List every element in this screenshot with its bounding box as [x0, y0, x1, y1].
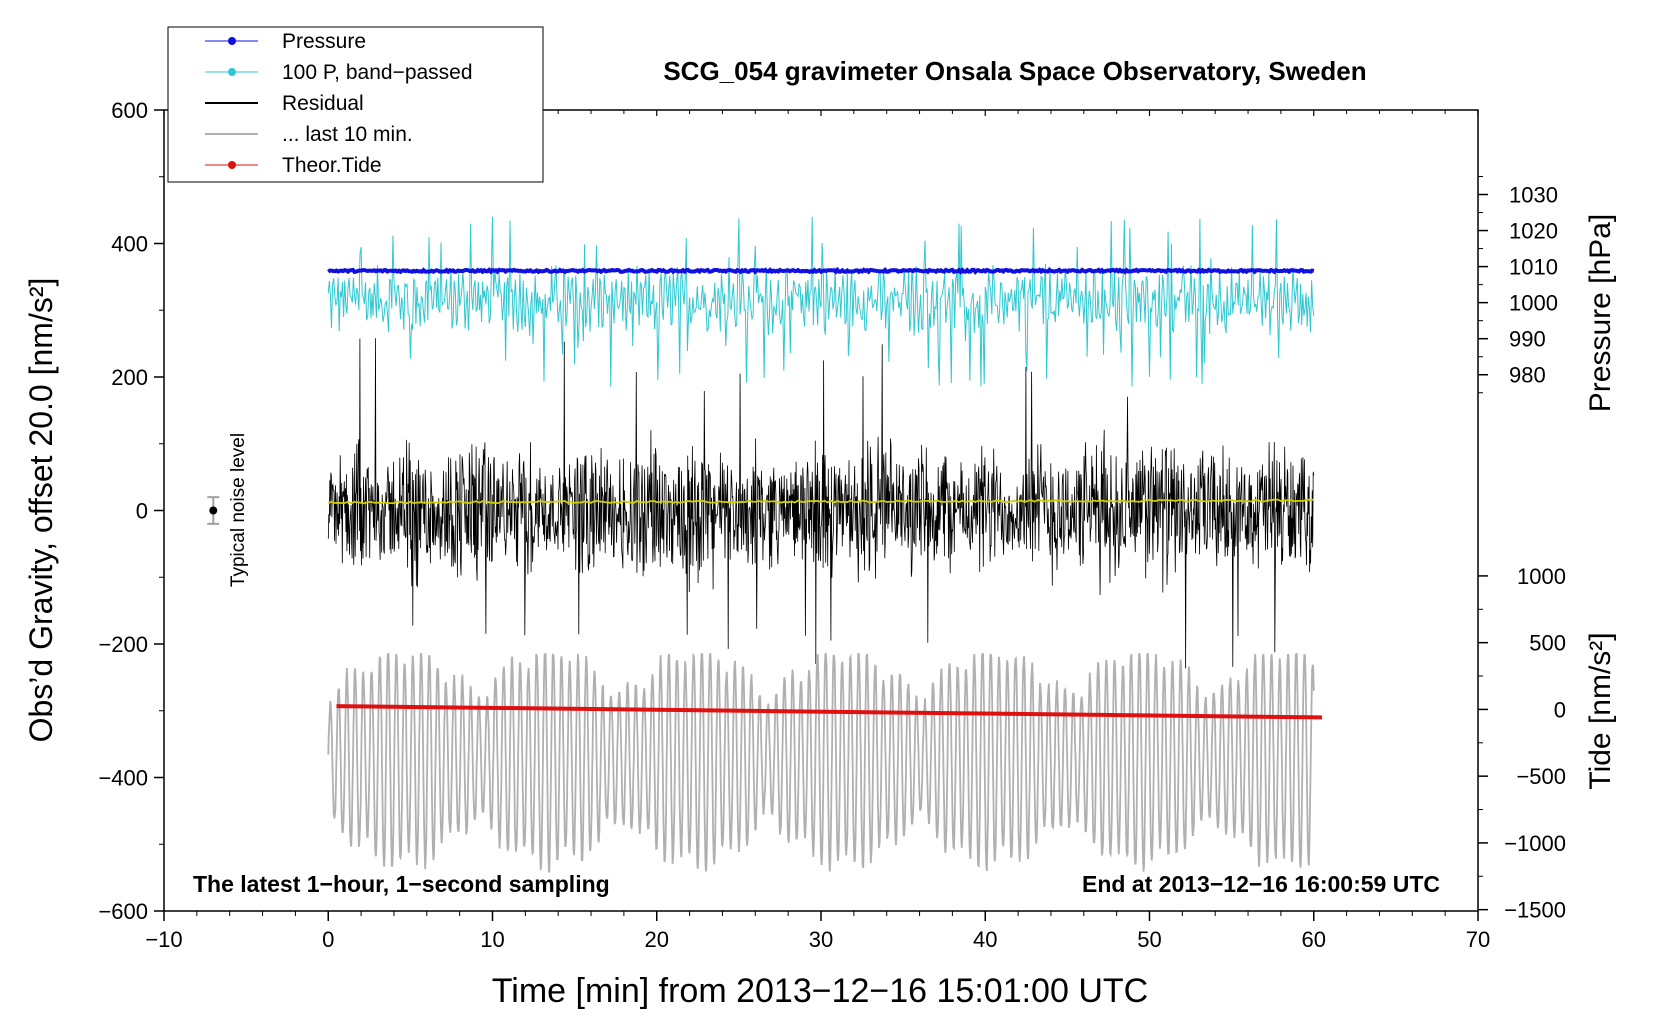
- y-axis-label-pressure: Pressure [hPa]: [1584, 214, 1617, 412]
- legend-marker: [228, 37, 236, 45]
- legend-label: 100 P, band−passed: [282, 61, 473, 84]
- legend-marker: [228, 161, 236, 169]
- chart-title: SCG_054 gravimeter Onsala Space Observat…: [663, 56, 1366, 86]
- legend-label: Theor.Tide: [282, 154, 382, 177]
- legend-entry: 100 P, band−passed: [205, 61, 473, 84]
- x-tick-label: 70: [1466, 927, 1490, 952]
- tide-tick-label: 500: [1529, 631, 1566, 656]
- noise-marker-point: [209, 506, 218, 515]
- legend-label: ... last 10 min.: [282, 123, 413, 146]
- x-tick-label: 30: [809, 927, 833, 952]
- tide-tick-label: −1000: [1504, 831, 1566, 856]
- series-residual-trend: [327, 498, 1315, 505]
- legend: Pressure 100 P, band−passed Residual ... la…: [167, 26, 544, 183]
- series-layer: [207, 216, 1322, 873]
- y-axis-label-tide: Tide [nm/s²]: [1584, 632, 1617, 789]
- series-theoretical-tide: [336, 704, 1322, 720]
- legend-entry: Residual: [205, 92, 364, 115]
- series-bandpassed-pressure: [327, 216, 1315, 387]
- annotation-bottom-left: The latest 1−hour, 1−second sampling: [193, 871, 610, 897]
- x-tick-label: 60: [1302, 927, 1326, 952]
- pressure-tick-label: 990: [1509, 327, 1546, 352]
- x-tick-label: 50: [1137, 927, 1161, 952]
- tide-tick-label: 1000: [1517, 564, 1566, 589]
- series-residual: [327, 338, 1315, 669]
- x-tick-label: 40: [973, 927, 997, 952]
- legend-box: [167, 26, 544, 183]
- noise-level-label: Typical noise level: [228, 433, 249, 587]
- pressure-tick-label: 1010: [1509, 255, 1558, 280]
- x-tick-label: −10: [145, 927, 182, 952]
- legend-label: Pressure: [282, 30, 366, 53]
- y-tick-label: −400: [98, 766, 148, 791]
- y-tick-label: 600: [111, 98, 148, 123]
- x-axis-label: Time [min] from 2013−12−16 15:01:00 UTC: [492, 972, 1148, 1010]
- pressure-tick-label: 1030: [1509, 183, 1558, 208]
- y-tick-label: 200: [111, 365, 148, 390]
- y-tick-label: −200: [98, 632, 148, 657]
- tide-tick-label: −500: [1516, 764, 1566, 789]
- y-tick-label: −600: [98, 899, 148, 924]
- y-tick-label: 400: [111, 232, 148, 257]
- x-tick-label: 0: [322, 927, 334, 952]
- legend-entry: Theor.Tide: [205, 154, 382, 177]
- legend-marker: [228, 68, 236, 76]
- pressure-tick-label: 1000: [1509, 291, 1558, 316]
- pressure-tick-label: 980: [1509, 363, 1546, 388]
- legend-entry: ... last 10 min.: [205, 123, 413, 146]
- legend-entry: Pressure: [205, 30, 366, 53]
- y-axis-label-left: Obs’d Gravity, offset 20.0 [nm/s²]: [23, 278, 59, 743]
- series-pressure: [327, 266, 1315, 275]
- y-tick-label: 0: [136, 499, 148, 524]
- legend-label: Residual: [282, 92, 364, 115]
- x-tick-label: 10: [480, 927, 504, 952]
- x-tick-label: 20: [645, 927, 669, 952]
- tide-tick-label: 0: [1554, 697, 1566, 722]
- tide-tick-label: −1500: [1504, 898, 1566, 923]
- annotation-bottom-right: End at 2013−12−16 16:00:59 UTC: [1082, 871, 1440, 897]
- pressure-tick-label: 1020: [1509, 219, 1558, 244]
- axes-layer: −10 0 10 20 30 40 50 60 706004002000−200−400−600…: [98, 98, 1566, 952]
- series-last-10-min: [327, 652, 1315, 873]
